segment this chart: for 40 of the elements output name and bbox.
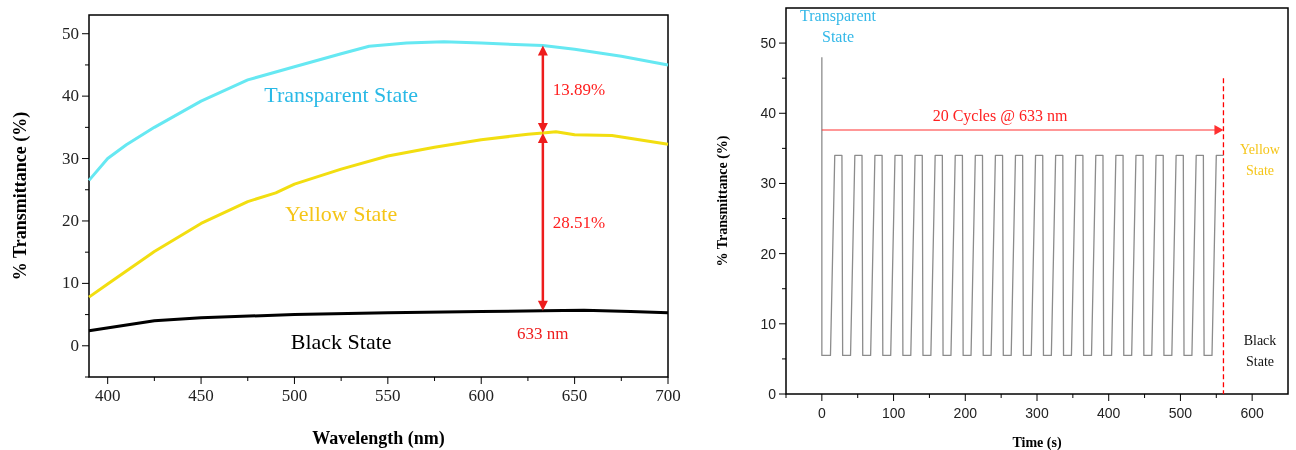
y-tick-label: 20 (760, 245, 777, 262)
x-tick-label: 500 (281, 386, 308, 405)
x-axis-title: Wavelength (nm) (312, 428, 445, 449)
y-tick-label: 40 (760, 105, 777, 122)
y-tick-label: 40 (62, 86, 79, 106)
x-tick-label: 650 (561, 386, 588, 405)
x-tick-label: 100 (881, 405, 906, 421)
annotation: 28.51% (552, 212, 606, 232)
x-tick-label: 400 (1097, 405, 1121, 421)
line-series (87, 40, 670, 182)
x-tick-label: 200 (953, 405, 978, 421)
annotation: 13.89% (552, 80, 606, 100)
x-tick-label: 600 (468, 386, 494, 405)
y-tick-label: 50 (62, 23, 79, 43)
annotation: Yellow State (1240, 142, 1281, 178)
y-tick-label: 30 (62, 148, 79, 168)
y-tick-label: 0 (70, 335, 79, 355)
x-tick-label: 0 (817, 405, 826, 421)
annotation: 20 Cycles @ 633 nm (932, 107, 1068, 125)
x-tick-label: 450 (188, 386, 214, 405)
x-axis-title: Time (s) (1012, 435, 1062, 450)
x-tick-label: 600 (1240, 405, 1265, 421)
x-tick-label: 500 (1168, 405, 1193, 421)
x-tick-label: 400 (94, 386, 121, 405)
y-tick-label: 20 (62, 210, 79, 230)
y-tick-label: 10 (62, 273, 79, 293)
series-label: Black State (290, 328, 392, 354)
ref-line-label: 633 nm (517, 323, 569, 343)
x-tick-label: 550 (375, 386, 401, 405)
series-label: Yellow State (285, 200, 398, 226)
y-axis-title: % Transmittance (%) (715, 135, 731, 267)
x-tick-label: 300 (1025, 405, 1049, 421)
y-tick-label: 10 (760, 315, 777, 332)
y-tick-label: 50 (760, 35, 777, 52)
series-label: Transparent State (264, 82, 419, 108)
x-tick-label: 700 (655, 386, 681, 405)
y-tick-label: 30 (760, 175, 777, 192)
y-axis-title: % Transmittance (%) (10, 111, 31, 281)
annotation: Black State (1243, 333, 1277, 369)
annotation: Transparent State (800, 7, 877, 45)
